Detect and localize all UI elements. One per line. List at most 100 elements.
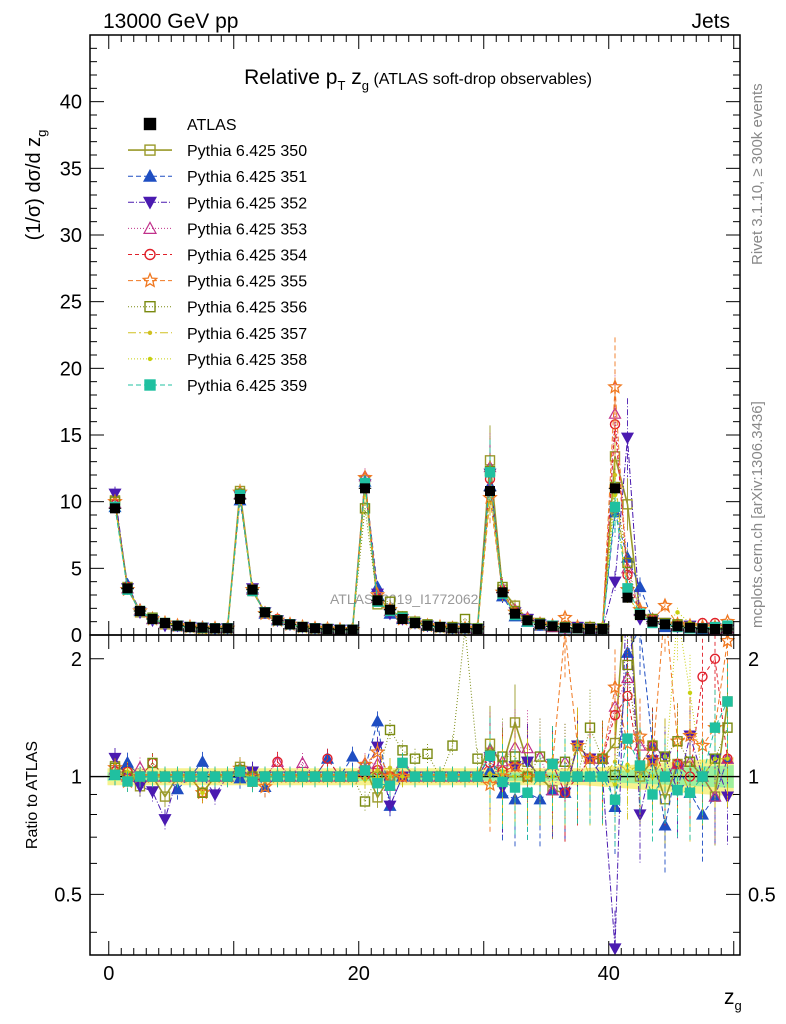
series-9-ratio-point <box>109 769 121 780</box>
series-9-ratio-point <box>284 771 296 782</box>
series-4-ratio-point <box>322 753 333 764</box>
reference-point <box>110 503 120 514</box>
series-9-ratio-point <box>259 771 271 782</box>
main-ytick-label: 5 <box>71 558 82 580</box>
legend: ATLAS Pythia 6.425 350 Pythia 6.425 351 Pyt… <box>128 117 307 395</box>
main-ytick-label: 20 <box>60 358 82 380</box>
series-5-ratio-point <box>682 727 698 743</box>
reference-series <box>108 483 734 635</box>
series-5-point <box>557 609 573 625</box>
series-9-ratio-point <box>309 771 321 782</box>
reference-point <box>247 584 258 595</box>
legend-marker <box>147 356 153 362</box>
series-7-ratio-point <box>387 765 393 771</box>
reference-point <box>585 624 595 634</box>
series-4-ratio-point <box>609 709 621 721</box>
plot-title: Relative pT zg (ATLAS soft-drop observab… <box>244 66 592 93</box>
x-axis-label-text: z <box>724 986 735 1009</box>
series-8-ratio-point <box>687 690 693 696</box>
series-8-ratio-point <box>612 782 618 787</box>
series-9-ratio-point <box>722 696 733 707</box>
legend-entry-7: Pythia 6.425 356 <box>128 300 307 317</box>
series-9-ratio <box>109 663 733 849</box>
series-4-ratio-point <box>709 653 721 664</box>
series-9-ratio-point <box>547 758 558 770</box>
reference-point <box>635 610 645 620</box>
series-9-ratio-point <box>209 771 221 782</box>
series-7-point <box>612 472 618 478</box>
main-ytick-label: 10 <box>60 492 82 514</box>
legend-label: Pythia 6.425 358 <box>187 352 307 369</box>
series-6-ratio-point <box>584 722 596 733</box>
reference-point <box>547 621 558 632</box>
series-9-ratio-point <box>297 771 308 782</box>
xtick-label: 0 <box>103 963 114 985</box>
series-4-ratio-line <box>114 657 728 794</box>
legend-marker <box>144 144 156 156</box>
series-9-ratio-point <box>222 771 233 782</box>
legend-label: Pythia 6.425 357 <box>187 326 307 343</box>
series-9-point <box>484 467 496 478</box>
series-8-ratio-point <box>725 756 730 761</box>
reference-point <box>135 606 145 616</box>
legend-label: Pythia 6.425 353 <box>187 221 307 238</box>
series-6-point <box>359 503 371 514</box>
ratio-panel <box>90 635 740 955</box>
xtick-label: 20 <box>348 963 370 985</box>
legend-entry-3: Pythia 6.425 352 <box>128 195 307 212</box>
series-6-ratio-point <box>472 753 483 764</box>
series-8-point <box>675 610 680 615</box>
series-1-ratio-point <box>345 749 360 762</box>
series-9-ratio-point <box>472 771 483 782</box>
reference-point <box>335 624 345 635</box>
legend-label: ATLAS <box>187 117 237 134</box>
legend-marker <box>142 221 158 234</box>
reference-point <box>697 623 708 634</box>
ratio-ytick-label-left: 2 <box>71 649 82 671</box>
xtick-label: 40 <box>598 963 620 985</box>
ratio-ytick-label-right: 1 <box>748 767 759 789</box>
analysis-watermark: ATLAS_2019_I1772062 <box>330 591 479 607</box>
reference-point <box>510 608 520 619</box>
reference-point <box>147 614 158 624</box>
reference-point <box>472 624 483 634</box>
series-9-ratio-point <box>622 733 633 744</box>
legend-entry-6: Pythia 6.425 355 <box>128 271 307 291</box>
legend-marker <box>143 117 157 131</box>
series-5-ratio-point <box>719 635 736 648</box>
series-9-ratio-point <box>509 782 521 793</box>
legend-entry-0: ATLAS <box>143 117 237 134</box>
rivet-label: Rivet 3.1.10, ≥ 300k events <box>749 83 766 265</box>
legend-marker <box>141 271 159 288</box>
series-6-ratio-point <box>447 740 458 751</box>
plot-title-main: Relative p <box>244 66 337 89</box>
main-ytick-label: 40 <box>60 92 82 114</box>
series-9-ratio-point <box>197 771 208 782</box>
reference-point <box>685 622 695 633</box>
series-9-ratio-point <box>672 784 683 796</box>
reference-point <box>435 622 445 632</box>
legend-label: Pythia 6.425 359 <box>187 378 307 395</box>
reference-point <box>272 615 283 626</box>
x-axis-label: zg <box>724 986 742 1013</box>
series-2-ratio-point <box>608 943 622 955</box>
reference-point <box>297 622 308 632</box>
series-9-ratio-point <box>134 771 146 782</box>
reference-point <box>322 624 333 634</box>
energy-label: 13000 GeV pp <box>103 10 238 33</box>
legend-label: Pythia 6.425 352 <box>187 195 307 212</box>
series-2-point <box>620 432 635 445</box>
legend-marker <box>147 330 153 335</box>
reference-point <box>360 483 370 494</box>
series-8-point <box>612 492 618 498</box>
series-0-ratio-point <box>159 791 171 802</box>
plot-title-paren: (ATLAS soft-drop observables) <box>369 71 592 88</box>
main-ytick-label: 15 <box>60 425 82 447</box>
series-6-ratio-point <box>359 796 371 807</box>
y-ratio-axis-label: Ratio to ATLAS <box>24 741 41 849</box>
series-9-ratio-point <box>497 776 508 788</box>
reference-point <box>210 623 220 634</box>
reference-point <box>172 620 183 631</box>
series-9-ratio-point <box>659 771 671 782</box>
